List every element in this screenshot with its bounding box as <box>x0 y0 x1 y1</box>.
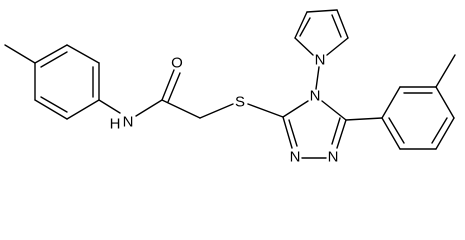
atom-label: N <box>315 52 326 69</box>
atom-label: H <box>110 116 121 133</box>
bonds <box>4 9 456 159</box>
atom-label: N <box>328 149 339 166</box>
atom-label: N <box>123 114 134 131</box>
atom-label: O <box>171 55 183 72</box>
molecule-diagram: O N H S N N N N <box>4 9 456 166</box>
atom-label: S <box>235 94 245 111</box>
atom-label: N <box>310 88 321 105</box>
atom-label: N <box>290 149 301 166</box>
